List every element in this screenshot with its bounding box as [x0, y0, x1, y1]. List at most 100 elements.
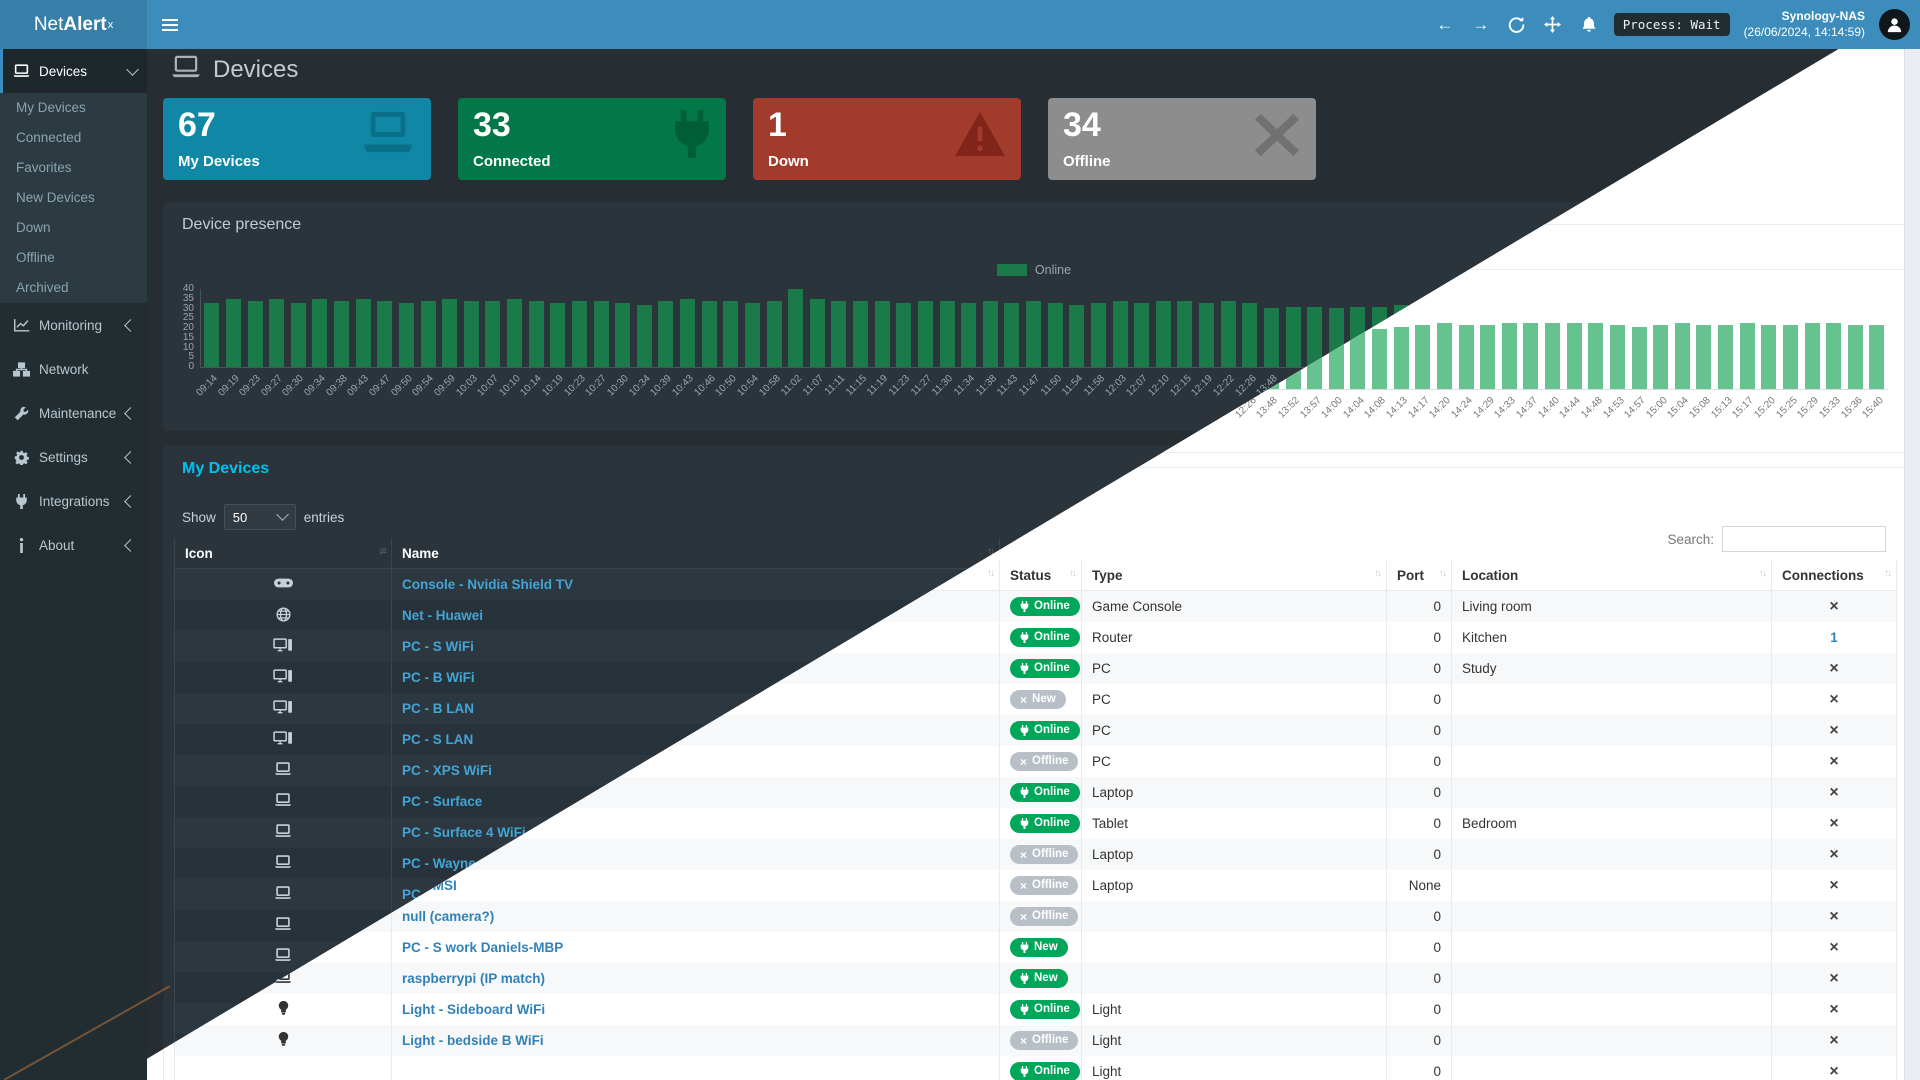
device-type-cell: Game Console — [1081, 590, 1387, 622]
column-header-type[interactable]: Type↑↓ — [1081, 560, 1387, 591]
presence-bar — [1372, 329, 1388, 389]
delete-connection-icon[interactable]: × — [1829, 1031, 1839, 1049]
table-row[interactable]: null (camera?) × Offline 0 × — [174, 901, 1897, 932]
delete-connection-icon[interactable]: × — [1829, 907, 1839, 925]
sidebar-toggle-button[interactable] — [147, 0, 193, 49]
presence-bar — [1026, 301, 1042, 367]
search-input[interactable] — [1722, 526, 1886, 552]
user-avatar[interactable] — [1879, 9, 1910, 40]
device-link[interactable]: null (camera?) — [402, 909, 495, 924]
sidebar-subitem-favorites[interactable]: Favorites — [16, 160, 72, 175]
device-connections-cell: 1 — [1771, 622, 1897, 653]
forward-icon[interactable]: → — [1472, 14, 1490, 34]
delete-connection-icon[interactable]: × — [1829, 1062, 1839, 1080]
device-link[interactable]: PC - S work Daniels-MBP — [402, 940, 564, 955]
device-link[interactable]: Console - Nvidia Shield TV — [402, 577, 574, 592]
presence-bar — [1090, 303, 1106, 367]
page-title: Devices — [171, 55, 298, 84]
device-link[interactable]: Light - Sideboard WiFi — [402, 1002, 546, 1017]
delete-connection-icon[interactable]: × — [1829, 597, 1839, 615]
bulb-icon — [278, 1031, 289, 1050]
device-link[interactable]: PC - S LAN — [402, 732, 474, 747]
device-link[interactable]: PC - Surface 4 WiFi — [402, 825, 526, 840]
table-row[interactable]: PC - S work Daniels-MBP New 0 × — [174, 932, 1897, 963]
sidebar-item-integrations[interactable]: Integrations — [0, 479, 147, 523]
status-badge: × Offline — [1010, 907, 1079, 926]
app-logo[interactable]: Net Alert x — [0, 0, 147, 49]
device-status-cell: Online — [999, 808, 1082, 839]
table-row[interactable]: Online Light 0 × — [174, 1056, 1897, 1080]
sidebar-subitem-connected[interactable]: Connected — [16, 130, 82, 145]
table-row[interactable]: raspberrypi (IP match) New 0 × — [174, 963, 1897, 994]
connections-link[interactable]: 1 — [1830, 630, 1838, 645]
sidebar-item-devices[interactable]: Devices — [0, 49, 147, 93]
delete-connection-icon[interactable]: × — [1829, 969, 1839, 987]
status-badge: × New — [1010, 690, 1066, 709]
sidebar-subitem-offline[interactable]: Offline — [16, 250, 55, 265]
delete-connection-icon[interactable]: × — [1829, 690, 1839, 708]
delete-connection-icon[interactable]: × — [1829, 845, 1839, 863]
notifications-bell-icon[interactable] — [1578, 14, 1600, 36]
sidebar-subitem-new-devices[interactable]: New Devices — [16, 190, 95, 205]
delete-connection-icon[interactable]: × — [1829, 814, 1839, 832]
plug-icon — [672, 110, 712, 163]
info-icon — [13, 537, 30, 553]
entries-label: entries — [303, 509, 345, 525]
delete-connection-icon[interactable]: × — [1829, 938, 1839, 956]
device-status-cell: ×New — [999, 684, 1082, 715]
refresh-icon[interactable] — [1506, 14, 1528, 36]
sidebar-subitem-my-devices[interactable]: My Devices — [16, 100, 86, 115]
chart-legend[interactable]: Online — [164, 263, 1904, 277]
laptop-icon — [171, 55, 201, 84]
sidebar-item-maintenance[interactable]: Maintenance — [0, 391, 147, 435]
warning-icon — [953, 110, 1007, 163]
device-link[interactable]: PC - S WiFi — [402, 639, 474, 654]
device-link[interactable]: Light - bedside B WiFi — [402, 1033, 544, 1048]
sidebar-item-monitoring[interactable]: Monitoring — [0, 303, 147, 347]
move-icon[interactable] — [1542, 14, 1564, 36]
delete-connection-icon[interactable]: × — [1829, 721, 1839, 739]
device-port-cell: 0 — [1386, 839, 1452, 870]
presence-bar — [853, 301, 869, 367]
table-row[interactable]: Light - bedside B WiFi × Offline Light 0 × — [174, 1025, 1897, 1056]
sidebar: Devices My Devices Connected Favorites New D… — [0, 49, 147, 1080]
column-header-location[interactable]: Location↑↓ — [1451, 560, 1772, 591]
sidebar-item-about[interactable]: About — [0, 523, 147, 567]
column-header-icon[interactable]: Icon↓≡ — [174, 538, 392, 569]
delete-connection-icon[interactable]: × — [1829, 876, 1839, 894]
table-row[interactable]: Light - Sideboard WiFi Online Light 0 × — [174, 994, 1897, 1025]
device-connections-cell: × — [1771, 932, 1897, 963]
device-link[interactable]: PC - Wayne — [402, 856, 476, 871]
presence-bar — [1869, 325, 1885, 389]
column-header-connections[interactable]: Connections↑↓ — [1771, 560, 1897, 591]
sidebar-subitem-down[interactable]: Down — [16, 220, 51, 235]
column-header-port[interactable]: Port↑↓ — [1386, 560, 1452, 591]
back-icon[interactable]: ← — [1436, 14, 1454, 34]
device-status-cell: Online — [999, 994, 1082, 1025]
column-header-status[interactable]: Status↑↓ — [999, 560, 1082, 591]
delete-connection-icon[interactable]: × — [1829, 783, 1839, 801]
device-link[interactable]: PC - B WiFi — [402, 670, 475, 685]
device-type-cell: Tablet — [1081, 808, 1387, 839]
delete-connection-icon[interactable]: × — [1829, 1000, 1839, 1018]
device-link[interactable]: raspberrypi (IP match) — [402, 971, 546, 986]
column-header-name[interactable]: Name↑↓ — [391, 538, 1000, 569]
sidebar-subitem-archived[interactable]: Archived — [16, 280, 69, 295]
entries-select[interactable]: 50 — [223, 504, 296, 530]
device-type-cell — [1081, 932, 1387, 963]
device-link[interactable]: PC - B LAN — [402, 701, 474, 716]
sidebar-item-network[interactable]: Network — [0, 347, 147, 391]
section-title: My Devices — [182, 460, 270, 477]
device-link[interactable]: PC - Surface — [402, 794, 483, 809]
sidebar-item-settings[interactable]: Settings — [0, 435, 147, 479]
status-badge: Online — [1010, 814, 1080, 833]
device-link[interactable]: PC - XPS WiFi — [402, 763, 492, 778]
device-link[interactable]: Net - Huawei — [402, 608, 484, 623]
delete-connection-icon[interactable]: × — [1829, 659, 1839, 677]
delete-connection-icon[interactable]: × — [1829, 752, 1839, 770]
page-scrollbar[interactable] — [1904, 49, 1920, 1080]
